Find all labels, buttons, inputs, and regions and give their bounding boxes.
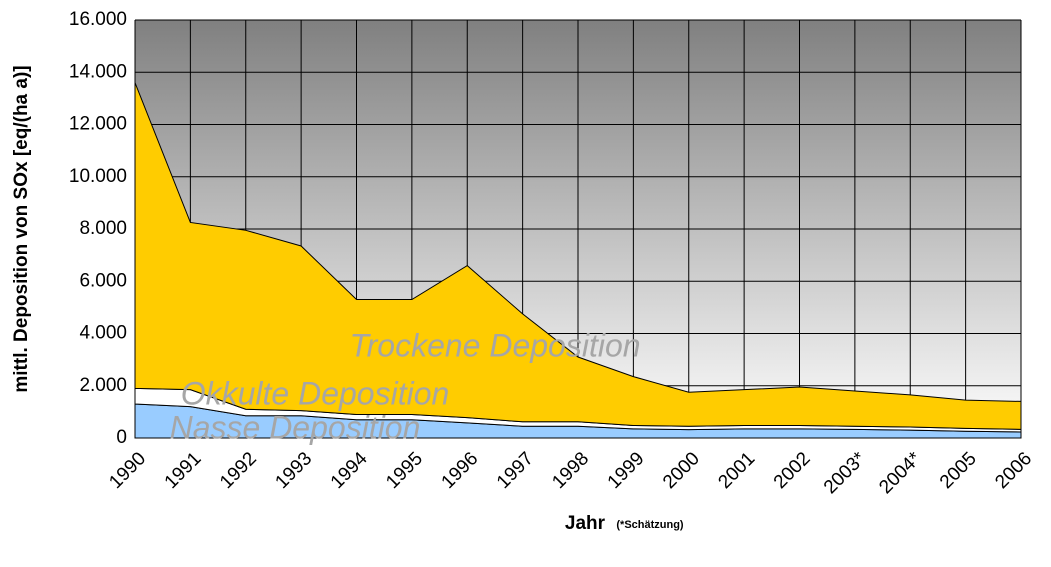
x-tick-label: 1991 [161,448,206,493]
x-axis-title: Jahr [565,513,606,534]
y-tick-label: 2.000 [79,375,127,396]
x-tick-label: 1994 [327,448,372,493]
x-tick-label: 2002 [770,448,815,493]
x-tick-label: 2005 [936,448,981,493]
x-tick-label: 2001 [714,448,759,493]
area [134,82,1022,430]
x-tick-label: 1992 [216,448,261,493]
x-tick-label: 1999 [604,448,649,493]
x-tick-label: 1997 [493,448,538,493]
y-tick-label: 12.000 [69,114,127,135]
x-tick-label: 2003* [820,448,870,498]
y-tick-label: 4.000 [79,323,127,344]
y-tick-label: 8.000 [79,218,127,239]
x-tick-label: 1996 [438,448,483,493]
x-tick-label: 1995 [382,448,427,493]
y-tick-label: 0 [116,427,127,448]
x-tick-label: 2006 [991,448,1036,493]
y-tick-label: 16.000 [69,9,127,30]
y-tick-label: 10.000 [69,166,127,187]
series-label: Nasse Deposition [170,409,421,445]
y-tick-label: 14.000 [69,61,127,82]
x-tick-label: 1990 [105,448,150,493]
series-label: Trockene Deposition [349,327,640,363]
series-label: Okkulte Deposition [181,375,450,411]
y-tick-label: 6.000 [79,270,127,291]
x-axis-note: (*Schätzung) [616,519,684,531]
x-tick-label: 1993 [271,448,316,493]
x-tick-label: 2004* [875,448,925,498]
x-tick-label: 1998 [548,448,593,493]
y-axis-title: mittl. Deposition von SOx [eq/(ha a)] [11,65,32,392]
x-tick-label: 2000 [659,448,704,493]
